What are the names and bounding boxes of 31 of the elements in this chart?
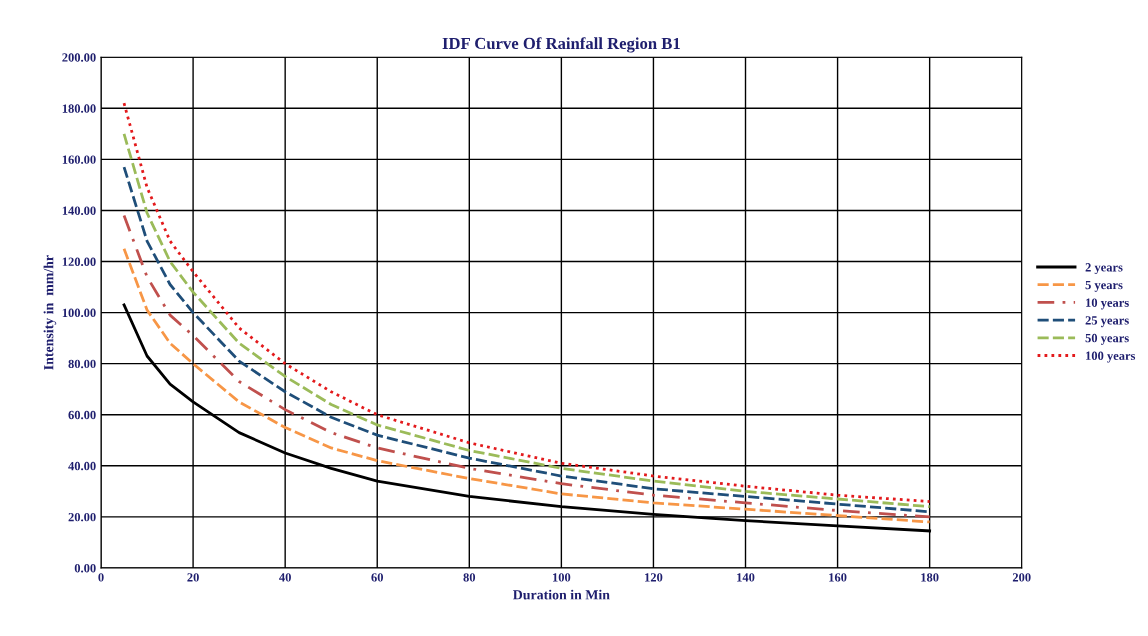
y-tick-label: 100.00: [62, 308, 96, 318]
y-tick-label: 40.00: [68, 461, 96, 471]
y-tick-label: 80.00: [68, 359, 96, 369]
x-tick-label: 200: [1012, 573, 1031, 582]
x-tick-label: 180: [921, 573, 939, 582]
legend-label: 25 years: [1085, 316, 1129, 328]
y-tick-label: 140.00: [62, 206, 96, 215]
legend-label: 2 years: [1085, 263, 1123, 275]
y-tick-label: 0.00: [74, 563, 96, 573]
legend-label: 100 years: [1086, 351, 1136, 363]
y-tick-label: 120.00: [62, 257, 96, 267]
y-tick-label: 20.00: [68, 512, 96, 522]
legend-label: 5 years: [1085, 280, 1123, 292]
chart-title: IDF Curve Of Rainfall Region B1: [442, 37, 680, 53]
x-tick-label: 160: [829, 573, 847, 582]
y-axis-title: Intensity in mm/hr: [43, 255, 57, 370]
x-tick-label: 60: [371, 573, 384, 582]
x-tick-label: 140: [737, 573, 755, 582]
x-axis-title: Duration in Min: [513, 589, 610, 600]
y-tick-label: 160.00: [62, 155, 96, 164]
x-tick-label: 100: [553, 573, 571, 582]
legend-label: 10 years: [1086, 298, 1129, 310]
y-tick-label: 60.00: [68, 410, 96, 420]
x-tick-label: 20: [187, 573, 199, 582]
legend-label: 50 years: [1085, 333, 1129, 345]
y-tick-label: 200.00: [62, 53, 96, 62]
x-tick-label: 0: [98, 573, 104, 582]
y-tick-label: 180.00: [62, 104, 96, 113]
x-tick-label: 40: [279, 573, 291, 582]
x-tick-label: 120: [645, 573, 663, 582]
x-tick-label: 80: [463, 573, 476, 582]
